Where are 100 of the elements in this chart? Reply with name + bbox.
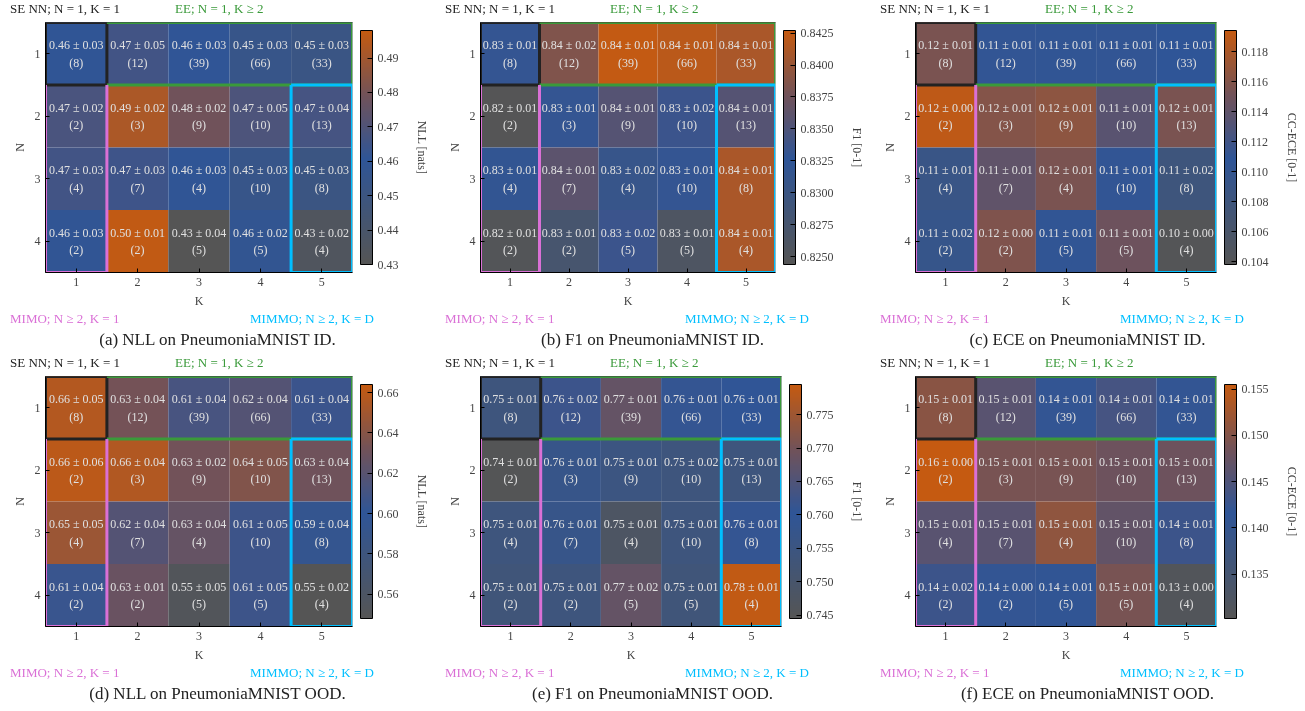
y-tick-label: 2 — [34, 463, 41, 478]
data-label: 0.62 ± 0.04 (7) — [110, 517, 165, 549]
text: MIMMO; N ≥ 2, K = D — [250, 664, 374, 682]
color-bar-label: 0.775 — [806, 407, 834, 422]
data-label: 0.66 ± 0.04 (3) — [110, 454, 165, 486]
data-label: 0.45 ± 0.03 (8) — [294, 163, 350, 195]
data-label: 0.45 ± 0.03 (33) — [294, 38, 350, 70]
x-tick-label: 1 — [942, 628, 949, 643]
y-tick-label: 3 — [469, 525, 476, 540]
data-label: 0.62 ± 0.04 (66) — [233, 392, 288, 424]
x-axis-title: K — [1061, 293, 1071, 308]
x-tick-label: 5 — [748, 628, 755, 643]
y-tick-label: 3 — [34, 525, 41, 540]
data-label: 0.11 ± 0.01 (5) — [1038, 225, 1094, 257]
color-bar-label: 0.765 — [806, 474, 834, 489]
color-bar-label: 0.8400 — [800, 58, 834, 73]
color-bar-label: 0.45 — [377, 188, 399, 203]
data-label: 0.14 ± 0.02 (2) — [918, 579, 973, 611]
data-label: 0.11 ± 0.01 (33) — [1159, 38, 1214, 70]
x-tick-label: 2 — [567, 628, 574, 643]
color-bar-label: 0.49 — [377, 51, 399, 66]
color-bar-label: 0.112 — [1241, 134, 1269, 149]
x-tick-label: 4 — [1123, 628, 1130, 643]
data-label: 0.76 ± 0.01 (3) — [543, 454, 599, 486]
y-tick-label: 2 — [904, 463, 911, 478]
x-tick-label: 4 — [257, 628, 264, 643]
data-label: 0.15 ± 0.01 (12) — [978, 392, 1034, 424]
y-tick-label: 2 — [469, 463, 476, 478]
data-label: 0.82 ± 0.01 (2) — [482, 225, 538, 257]
color-bar-label: 0.56 — [377, 587, 399, 602]
text: SE NN; N = 1, K = 1 — [880, 0, 990, 18]
data-label: 0.47 ± 0.05 (10) — [233, 100, 288, 132]
data-label: 0.64 ± 0.05 (10) — [233, 454, 288, 486]
text: EE; N = 1, K ≥ 2 — [610, 354, 699, 372]
data-label: 0.11 ± 0.01 (10) — [1099, 100, 1154, 132]
x-tick-label: 3 — [1063, 274, 1069, 289]
x-tick-label: 1 — [73, 274, 80, 289]
data-label: 0.84 ± 0.02 (12) — [541, 38, 597, 70]
data-label: 0.11 ± 0.01 (4) — [918, 163, 973, 195]
data-label: 0.84 ± 0.01 (39) — [600, 38, 656, 70]
data-label: 0.83 ± 0.01 (4) — [482, 163, 538, 195]
y-axis-title: N — [12, 496, 27, 506]
data-label: 0.84 ± 0.01 (4) — [718, 225, 774, 257]
y-axis-title: N — [882, 142, 897, 152]
y-tick-label: 4 — [904, 588, 911, 603]
color-bar-label: 0.750 — [806, 574, 834, 589]
data-label: 0.74 ± 0.01 (2) — [483, 454, 538, 486]
data-label: 0.15 ± 0.01 (8) — [918, 392, 973, 424]
x-tick-label: 5 — [1183, 628, 1190, 643]
data-label: 0.76 ± 0.01 (8) — [724, 517, 779, 549]
color-bar-label: 0.8300 — [800, 185, 834, 200]
data-label: 0.84 ± 0.01 (33) — [718, 38, 774, 70]
data-label: 0.83 ± 0.02 (10) — [659, 100, 715, 132]
text: (a) NLL on PneumoniaMNIST ID. — [98, 329, 337, 351]
data-label: 0.15 ± 0.01 (4) — [1038, 517, 1094, 549]
x-axis-title: K — [194, 647, 204, 662]
text: MIMO; N ≥ 2, K = 1 — [880, 664, 990, 682]
x-tick-label: 1 — [507, 274, 513, 289]
x-tick-label: 3 — [196, 274, 202, 289]
data-label: 0.84 ± 0.01 (13) — [718, 100, 774, 132]
y-axis-title: N — [12, 142, 27, 152]
data-label: 0.14 ± 0.01 (8) — [1159, 517, 1214, 549]
data-label: 0.15 ± 0.01 (4) — [918, 517, 973, 549]
text: MIMO; N ≥ 2, K = 1 — [445, 310, 555, 328]
data-label: 0.15 ± 0.01 (9) — [1038, 454, 1094, 486]
color-bar-title: CC-ECE [0-1] — [1284, 466, 1299, 537]
data-label: 0.15 ± 0.01 (13) — [1159, 454, 1214, 486]
data-label: 0.65 ± 0.05 (4) — [48, 517, 104, 549]
data-label: 0.14 ± 0.01 (66) — [1098, 392, 1154, 424]
color-bar-label: 0.770 — [806, 441, 834, 456]
data-label: 0.63 ± 0.04 (13) — [294, 454, 350, 486]
x-tick-label: 2 — [134, 274, 141, 289]
x-tick-label: 5 — [318, 628, 325, 643]
x-tick-label: 3 — [625, 274, 631, 289]
data-label: 0.12 ± 0.01 (8) — [918, 38, 973, 70]
text: SE NN; N = 1, K = 1 — [445, 0, 555, 18]
color-bar-label: 0.62 — [377, 466, 399, 481]
data-label: 0.14 ± 0.01 (33) — [1159, 392, 1214, 424]
color-bar-title: F1 [0-1] — [849, 481, 864, 522]
y-tick-label: 2 — [469, 109, 476, 124]
x-tick-label: 1 — [73, 628, 80, 643]
data-label: 0.10 ± 0.00 (4) — [1159, 225, 1214, 257]
color-bar-label: 0.108 — [1241, 194, 1269, 209]
data-label: 0.75 ± 0.01 (2) — [483, 579, 538, 611]
text: MIMO; N ≥ 2, K = 1 — [10, 664, 120, 682]
data-label: 0.61 ± 0.05 (5) — [233, 579, 288, 611]
color-bar-label: 0.8325 — [800, 153, 834, 168]
text: MIMMO; N ≥ 2, K = D — [1120, 664, 1244, 682]
data-label: 0.47 ± 0.04 (13) — [294, 100, 350, 132]
data-label: 0.11 ± 0.01 (7) — [978, 163, 1033, 195]
y-tick-label: 1 — [469, 400, 476, 415]
y-tick-label: 3 — [904, 171, 911, 186]
x-tick-label: 2 — [134, 628, 141, 643]
color-bar-label: 0.46 — [377, 154, 399, 169]
data-label: 0.82 ± 0.01 (2) — [482, 100, 538, 132]
data-label: 0.15 ± 0.01 (10) — [1098, 517, 1154, 549]
color-bar-label: 0.755 — [806, 541, 834, 556]
data-label: 0.83 ± 0.01 (5) — [659, 225, 715, 257]
color-bar-title: NLL [nats] — [414, 120, 429, 174]
color-bar-label: 0.47 — [377, 119, 399, 134]
